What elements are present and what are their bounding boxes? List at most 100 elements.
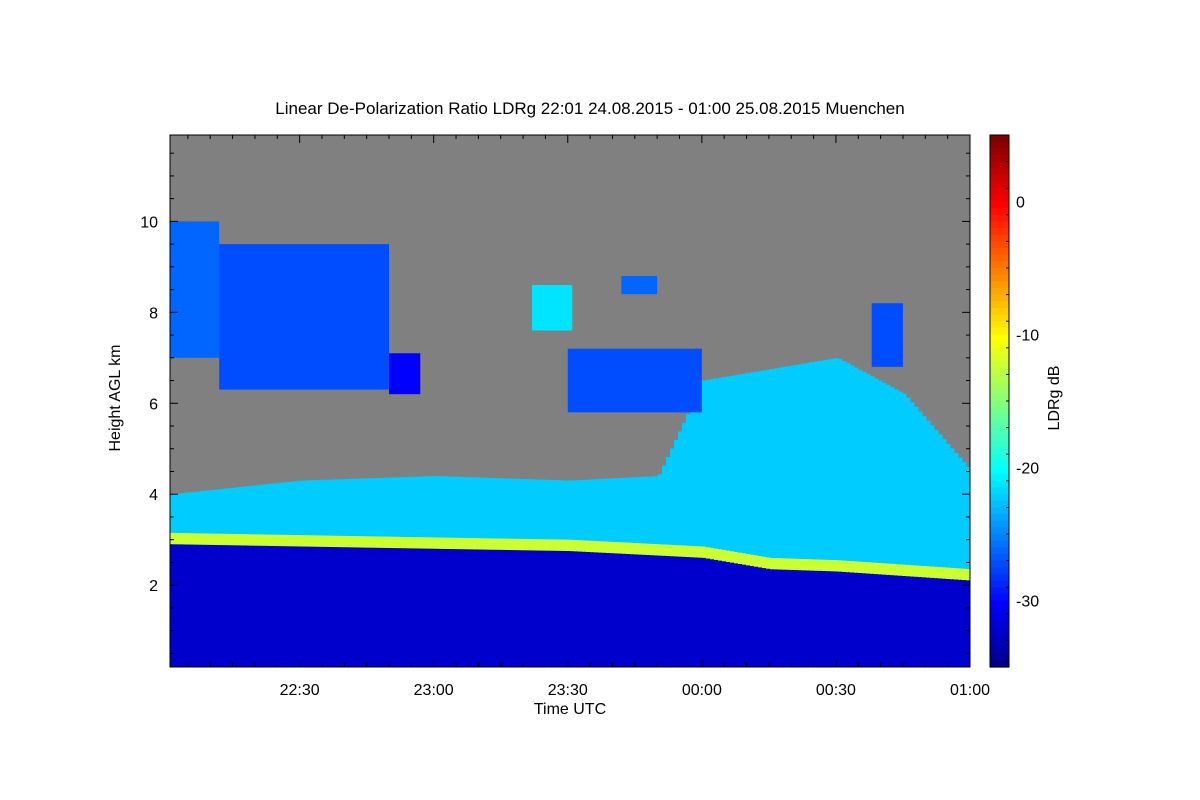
melting-layer-cell	[678, 545, 683, 557]
ice-cell	[222, 488, 227, 534]
rain-cell	[774, 564, 779, 667]
melting-layer-cell	[430, 537, 435, 549]
melting-layer-cell	[218, 533, 223, 546]
melting-layer-cell	[866, 562, 871, 574]
rain-cell	[646, 550, 651, 667]
ice-cell	[302, 480, 307, 536]
ice-cell	[358, 478, 363, 537]
rain-cell	[286, 541, 291, 667]
ice-cell	[450, 476, 455, 538]
rain-cell	[554, 546, 559, 667]
colorbar-segment	[990, 347, 1009, 356]
melting-layer-cell	[458, 537, 463, 550]
ice-cell	[398, 477, 403, 537]
colorbar-segment	[990, 394, 1009, 402]
colorbar-segment	[990, 580, 1009, 588]
colorbar-segment	[990, 294, 1009, 302]
cirrus-patch	[567, 348, 702, 413]
cirrus-patch	[219, 244, 389, 390]
rain-cell	[622, 549, 627, 667]
colorbar-segment	[990, 241, 1009, 249]
ice-cell	[410, 476, 415, 538]
ice-cell	[406, 476, 411, 537]
ice-cell	[814, 361, 819, 560]
rain-cell	[542, 546, 547, 667]
rain-cell	[210, 540, 215, 667]
melting-layer-cell	[878, 562, 883, 575]
rain-cell	[570, 546, 575, 667]
colorbar-tick-label: 0	[1016, 195, 1025, 212]
melting-layer-cell	[434, 537, 439, 549]
rain-cell	[798, 565, 803, 667]
rain-cell	[258, 541, 263, 667]
melting-layer-cell	[726, 550, 731, 562]
melting-layer-cell	[298, 535, 303, 547]
colorbar-segment	[990, 367, 1009, 375]
rain-cell	[350, 542, 355, 667]
ice-cell	[862, 371, 867, 562]
ice-cell	[822, 360, 827, 560]
ice-cell	[930, 425, 935, 567]
melting-layer-cell	[270, 534, 275, 546]
colorbar-segment	[990, 627, 1009, 635]
melting-layer-cell	[182, 533, 187, 545]
colorbar-segment	[990, 314, 1009, 322]
ice-cell	[842, 361, 847, 561]
ice-cell	[174, 493, 179, 533]
rain-cell	[282, 541, 287, 667]
colorbar-segment	[990, 181, 1009, 189]
melting-layer-cell	[498, 538, 503, 550]
rain-cell	[438, 544, 443, 667]
ice-cell	[374, 478, 379, 537]
rain-cell	[866, 569, 871, 667]
ice-cell	[206, 490, 211, 534]
melting-layer-cell	[410, 537, 415, 549]
ice-cell	[518, 478, 523, 539]
rain-cell	[362, 543, 367, 667]
colorbar-segment	[990, 560, 1009, 568]
melting-layer-cell	[486, 538, 491, 550]
rain-cell	[858, 568, 863, 667]
melting-layer-cell	[626, 542, 631, 555]
melting-layer-cell	[550, 539, 555, 551]
rain-cell	[398, 543, 403, 667]
colorbar-segment	[990, 427, 1009, 435]
rain-cell	[602, 548, 607, 667]
rain-cell	[738, 559, 743, 667]
rain-cell	[306, 542, 311, 667]
ice-cell	[382, 477, 387, 537]
melting-layer-cell	[642, 543, 647, 555]
melting-layer-cell	[890, 563, 895, 576]
melting-layer-cell	[254, 534, 259, 546]
melting-layer-cell	[570, 539, 575, 552]
melting-layer-cell	[390, 536, 395, 549]
rain-cell	[706, 554, 711, 667]
colorbar-segment	[990, 301, 1009, 309]
colorbar-segment	[990, 327, 1009, 336]
melting-layer-cell	[722, 549, 727, 562]
ice-cell	[882, 382, 887, 564]
melting-layer-cell	[318, 535, 323, 547]
ice-cell	[746, 373, 751, 554]
colorbar-segment	[990, 454, 1009, 462]
ice-cell	[790, 365, 795, 559]
rain-cell	[882, 570, 887, 667]
rain-cell	[466, 544, 471, 667]
rain-cell	[874, 569, 879, 667]
melting-layer-cell	[674, 545, 679, 557]
rain-cell	[642, 550, 647, 667]
rain-cell	[930, 573, 935, 667]
melting-layer-cell	[754, 555, 759, 567]
colorbar-segment	[990, 414, 1009, 422]
ice-cell	[502, 478, 507, 539]
melting-layer-cell	[446, 537, 451, 549]
colorbar-segment	[990, 520, 1009, 528]
ice-cell	[242, 486, 247, 535]
melting-layer-cell	[614, 542, 619, 554]
rain-cell	[474, 544, 479, 667]
ice-cell	[702, 380, 707, 547]
colorbar-segment	[990, 593, 1009, 602]
rain-cell	[390, 543, 395, 667]
rain-cell	[450, 544, 455, 667]
melting-layer-cell	[786, 558, 791, 570]
